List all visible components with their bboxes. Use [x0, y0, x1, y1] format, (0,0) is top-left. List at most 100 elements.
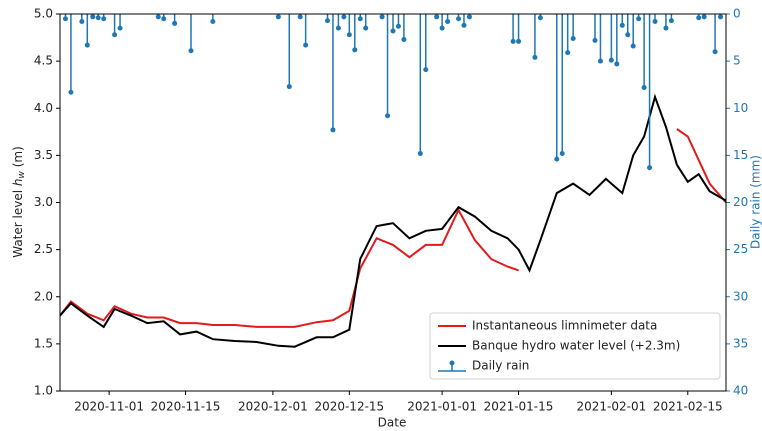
- stem-marker: [466, 14, 472, 20]
- stem-marker: [712, 49, 718, 55]
- stem-marker: [554, 156, 560, 162]
- legend-label: Instantaneous limnimeter data: [472, 319, 657, 333]
- stem-marker: [84, 42, 90, 48]
- stem-marker: [62, 16, 68, 22]
- stem-marker: [592, 37, 598, 43]
- y2-axis-label: Daily rain (mm): [749, 155, 762, 249]
- y2-tick-label: 0: [733, 7, 741, 21]
- stem-marker: [423, 67, 429, 73]
- y-tick-label: 1.5: [34, 336, 53, 350]
- plot-frame: [59, 13, 727, 392]
- stem-marker: [718, 14, 724, 20]
- stem-marker: [434, 14, 440, 20]
- stem-marker: [363, 25, 369, 31]
- stem-marker: [510, 38, 516, 44]
- stem-marker: [112, 32, 118, 38]
- y2-tick-label: 15: [733, 148, 748, 162]
- stem-marker: [390, 28, 396, 34]
- stem-marker: [172, 20, 178, 26]
- legend-box: [429, 312, 721, 380]
- stem-marker: [379, 14, 385, 20]
- y-label-text: Water level: [11, 190, 25, 258]
- stem-marker: [330, 127, 336, 133]
- stem-marker: [385, 113, 391, 119]
- x-tick-label: 2020-11-15: [151, 400, 221, 414]
- y-label-subscript: w: [17, 171, 27, 179]
- stem-marker: [324, 18, 330, 24]
- stem-marker: [341, 14, 347, 20]
- stem-marker: [79, 19, 85, 25]
- y2-tick-label: 10: [733, 101, 748, 115]
- stem-marker: [701, 14, 707, 20]
- stem-marker: [335, 25, 341, 31]
- line: [60, 93, 726, 348]
- stem-marker: [630, 43, 636, 49]
- x-tick-label: 2021-01-01: [407, 400, 477, 414]
- stem-marker: [570, 36, 576, 42]
- y2-tick-label: 35: [733, 336, 748, 350]
- stem-marker: [346, 32, 352, 38]
- stem-marker: [696, 15, 702, 21]
- plot-area: [60, 14, 726, 348]
- stem-marker: [647, 165, 653, 171]
- stem-marker: [641, 85, 647, 91]
- stem-marker: [614, 61, 620, 67]
- stem-marker: [439, 25, 445, 31]
- stem-marker: [597, 58, 603, 64]
- legend-label: Daily rain: [472, 359, 529, 373]
- y-label-symbol: h: [11, 179, 25, 187]
- stem-marker: [608, 57, 614, 63]
- stem-marker: [565, 50, 571, 56]
- y2-tick-label: 30: [733, 289, 748, 303]
- stem-marker: [68, 89, 74, 95]
- y-tick-label: 3.5: [34, 148, 53, 162]
- x-tick-label: 2021-02-01: [576, 400, 646, 414]
- stem-marker: [532, 54, 538, 60]
- stem-marker: [95, 15, 101, 21]
- stem-marker: [619, 22, 625, 28]
- legend-swatch: [449, 360, 455, 366]
- stem-marker: [559, 150, 565, 156]
- y-tick-label: 1.0: [34, 384, 53, 398]
- y-tick-label: 3.0: [34, 195, 53, 209]
- x-tick-label: 2020-11-01: [74, 400, 144, 414]
- x-tick-label: 2021-01-15: [484, 400, 554, 414]
- stem-marker: [297, 14, 303, 20]
- stem-marker: [461, 22, 467, 28]
- stem-marker: [625, 32, 631, 38]
- y-tick-label: 2.5: [34, 242, 53, 256]
- stem-marker: [663, 25, 669, 31]
- stem-marker: [537, 15, 543, 21]
- stem-marker: [652, 19, 658, 25]
- stem-marker: [286, 84, 292, 90]
- stem-marker: [668, 18, 674, 24]
- legend-label: Banque hydro water level (+2.3m): [472, 339, 680, 353]
- stem-marker: [210, 19, 216, 25]
- y-tick-label: 5.0: [34, 7, 53, 21]
- stem-marker: [516, 38, 522, 44]
- stem-marker: [357, 16, 363, 22]
- y-tick-label: 2.0: [34, 289, 53, 303]
- stem-marker: [188, 48, 194, 54]
- stem-marker: [161, 16, 167, 22]
- stem-marker: [155, 14, 161, 20]
- x-axis-label: Date: [378, 416, 407, 430]
- stem-marker: [401, 36, 407, 42]
- y2-tick-label: 40: [733, 384, 748, 398]
- stem-marker: [275, 14, 281, 20]
- x-tick-label: 2020-12-01: [238, 400, 308, 414]
- stem-marker: [636, 16, 642, 22]
- y-tick-label: 4.0: [34, 101, 53, 115]
- x-tick-label: 2021-02-15: [653, 400, 723, 414]
- stem-marker: [352, 47, 358, 53]
- stem-marker: [90, 14, 96, 20]
- stem-marker: [417, 150, 423, 156]
- y2-tick-label: 5: [733, 54, 741, 68]
- y-tick-label: 4.5: [34, 54, 53, 68]
- y-label-unit: (m): [11, 146, 25, 167]
- y-axis-label: Water level hw (m): [11, 146, 28, 258]
- stem-marker: [456, 16, 462, 22]
- stem-marker: [395, 23, 401, 29]
- y2-tick-label: 20: [733, 195, 748, 209]
